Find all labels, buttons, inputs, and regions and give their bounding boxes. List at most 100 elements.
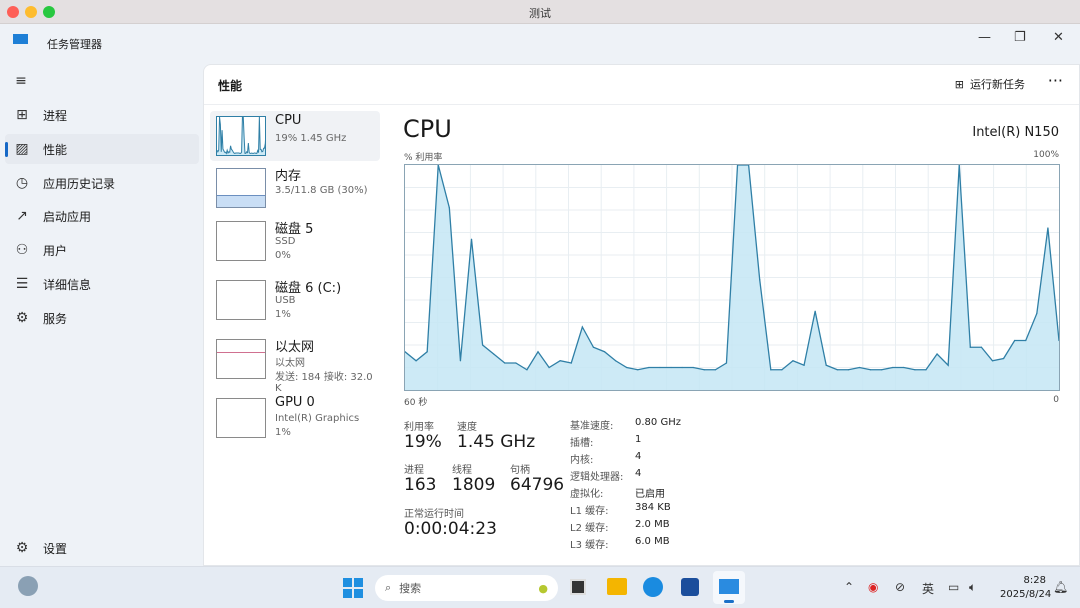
- history-icon: ◷: [15, 175, 29, 191]
- data-point: [759, 279, 761, 281]
- device-name: 磁盘 5: [275, 222, 314, 237]
- spec-label: 基准速度:: [570, 421, 614, 432]
- data-point: [459, 360, 462, 362]
- data-point: [847, 369, 849, 371]
- show-hidden-icons[interactable]: ⌃: [844, 580, 855, 594]
- close-dot[interactable]: [7, 6, 19, 18]
- speed-label: 速度: [457, 422, 477, 433]
- disk-thumbnail: [216, 221, 266, 261]
- x-axis-right-label: 0: [1053, 395, 1059, 405]
- data-point: [936, 353, 938, 355]
- nav-label: 服务: [43, 311, 68, 326]
- task-view-icon[interactable]: [570, 579, 586, 595]
- search-icon: ⌕: [385, 581, 392, 594]
- ime-indicator[interactable]: 英: [922, 582, 935, 596]
- network-off-icon[interactable]: ⊘: [895, 580, 906, 594]
- start-button[interactable]: [343, 578, 363, 598]
- sidebar-item-services[interactable]: ⚙ 服务: [5, 303, 199, 333]
- data-point: [570, 362, 572, 364]
- data-point: [1025, 339, 1027, 342]
- data-point: [991, 360, 994, 362]
- device-gpu-0[interactable]: GPU 0 Intel(R) Graphics 1%: [210, 393, 380, 443]
- hamburger-menu-button[interactable]: ≡: [5, 66, 35, 96]
- main-header: 性能 ⊞ 运行新任务 ···: [204, 65, 1079, 105]
- spec-value: 4: [635, 451, 642, 462]
- display-icon[interactable]: ▭: [948, 580, 960, 594]
- ethernet-thumbnail: [216, 339, 266, 379]
- nav-label: 用户: [43, 243, 68, 258]
- nav-label: 详细信息: [43, 277, 92, 292]
- threads-value: 1809: [452, 475, 496, 495]
- sidebar-item-users[interactable]: ⚇ 用户: [5, 235, 199, 265]
- run-task-label: 运行新任务: [970, 78, 1025, 91]
- taskbar-search[interactable]: ⌕ 搜索 ●: [375, 575, 558, 601]
- data-point: [814, 310, 816, 312]
- device-cpu[interactable]: CPU 19% 1.45 GHz: [210, 111, 380, 161]
- recording-icon[interactable]: ◉: [868, 580, 879, 594]
- memory-fill: [217, 195, 265, 207]
- cpu-thumbnail: [216, 116, 266, 156]
- device-memory[interactable]: 内存 3.5/11.8 GB (30%): [210, 163, 380, 213]
- sidebar-item-performance[interactable]: ▨ 性能: [5, 134, 199, 164]
- performance-icon: ▨: [15, 141, 29, 157]
- search-highlight-icon: ●: [538, 581, 548, 595]
- minimize-dot[interactable]: [25, 6, 37, 18]
- data-point: [692, 366, 694, 369]
- device-name: GPU 0: [275, 395, 315, 410]
- cpu-utilization-chart: [404, 164, 1060, 391]
- minimize-button[interactable]: —: [978, 30, 991, 45]
- device-disk-5[interactable]: 磁盘 5 SSD 0%: [210, 216, 380, 266]
- device-disk-6[interactable]: 磁盘 6 (C:) USB 1%: [210, 275, 380, 325]
- spec-label: 虚拟化:: [570, 489, 604, 500]
- data-point: [493, 353, 495, 355]
- nav-label: 设置: [43, 541, 68, 556]
- task-manager-taskbar-button[interactable]: [713, 571, 745, 604]
- edge-icon[interactable]: [643, 577, 663, 597]
- cpu-model: Intel(R) N150: [972, 125, 1059, 140]
- app-name: 任务管理器: [47, 38, 102, 51]
- data-point: [869, 369, 872, 371]
- sidebar-item-details[interactable]: ☰ 详细信息: [5, 269, 199, 299]
- data-point: [592, 346, 595, 348]
- close-button[interactable]: ✕: [1053, 30, 1064, 45]
- run-task-icon: ⊞: [954, 77, 964, 91]
- device-detail: SSD: [275, 236, 296, 247]
- handles-value: 64796: [510, 475, 565, 495]
- volume-icon[interactable]: 🔈︎: [969, 580, 977, 594]
- widgets-icon[interactable]: [18, 576, 38, 596]
- data-point: [615, 360, 617, 362]
- data-point: [958, 164, 960, 166]
- restore-button[interactable]: ❐: [1014, 30, 1026, 45]
- data-point: [881, 369, 883, 371]
- device-ethernet[interactable]: 以太网 以太网 发送: 184 接收: 32.0 K: [210, 334, 380, 394]
- nav-label: 进程: [43, 108, 68, 123]
- data-point: [681, 366, 683, 369]
- data-point: [803, 364, 805, 366]
- run-new-task-button[interactable]: ⊞ 运行新任务: [955, 76, 1025, 92]
- spec-label: 逻辑处理器:: [570, 472, 624, 483]
- data-point: [437, 164, 439, 166]
- nav-label: 启动应用: [43, 209, 92, 224]
- cpu-thumbnail-graph: [217, 117, 265, 155]
- clock[interactable]: 8:28 2025/8/24: [1000, 574, 1051, 602]
- data-point: [925, 369, 927, 371]
- data-point: [947, 364, 949, 366]
- y-max-label: 100%: [1033, 150, 1059, 160]
- sidebar-item-app-history[interactable]: ◷ 应用历史记录: [5, 168, 199, 198]
- sidebar-item-startup[interactable]: ↗ 启动应用: [5, 201, 199, 231]
- more-options-button[interactable]: ···: [1047, 71, 1063, 90]
- store-icon[interactable]: [681, 578, 699, 596]
- device-name: 以太网: [275, 340, 315, 355]
- maximize-dot[interactable]: [43, 6, 55, 18]
- threads-label: 线程: [452, 465, 472, 476]
- sidebar-item-processes[interactable]: ⊞ 进程: [5, 100, 199, 130]
- data-point: [504, 362, 506, 364]
- data-point: [448, 207, 450, 209]
- utilization-value: 19%: [404, 432, 442, 452]
- sidebar-item-settings[interactable]: ⚙ 设置: [5, 533, 199, 563]
- device-detail: 以太网: [275, 358, 305, 369]
- file-explorer-icon[interactable]: [607, 578, 627, 595]
- notifications-icon[interactable]: 🔔︎: [1053, 580, 1069, 594]
- memory-thumbnail: [216, 168, 266, 208]
- cpu-line: [404, 164, 1060, 371]
